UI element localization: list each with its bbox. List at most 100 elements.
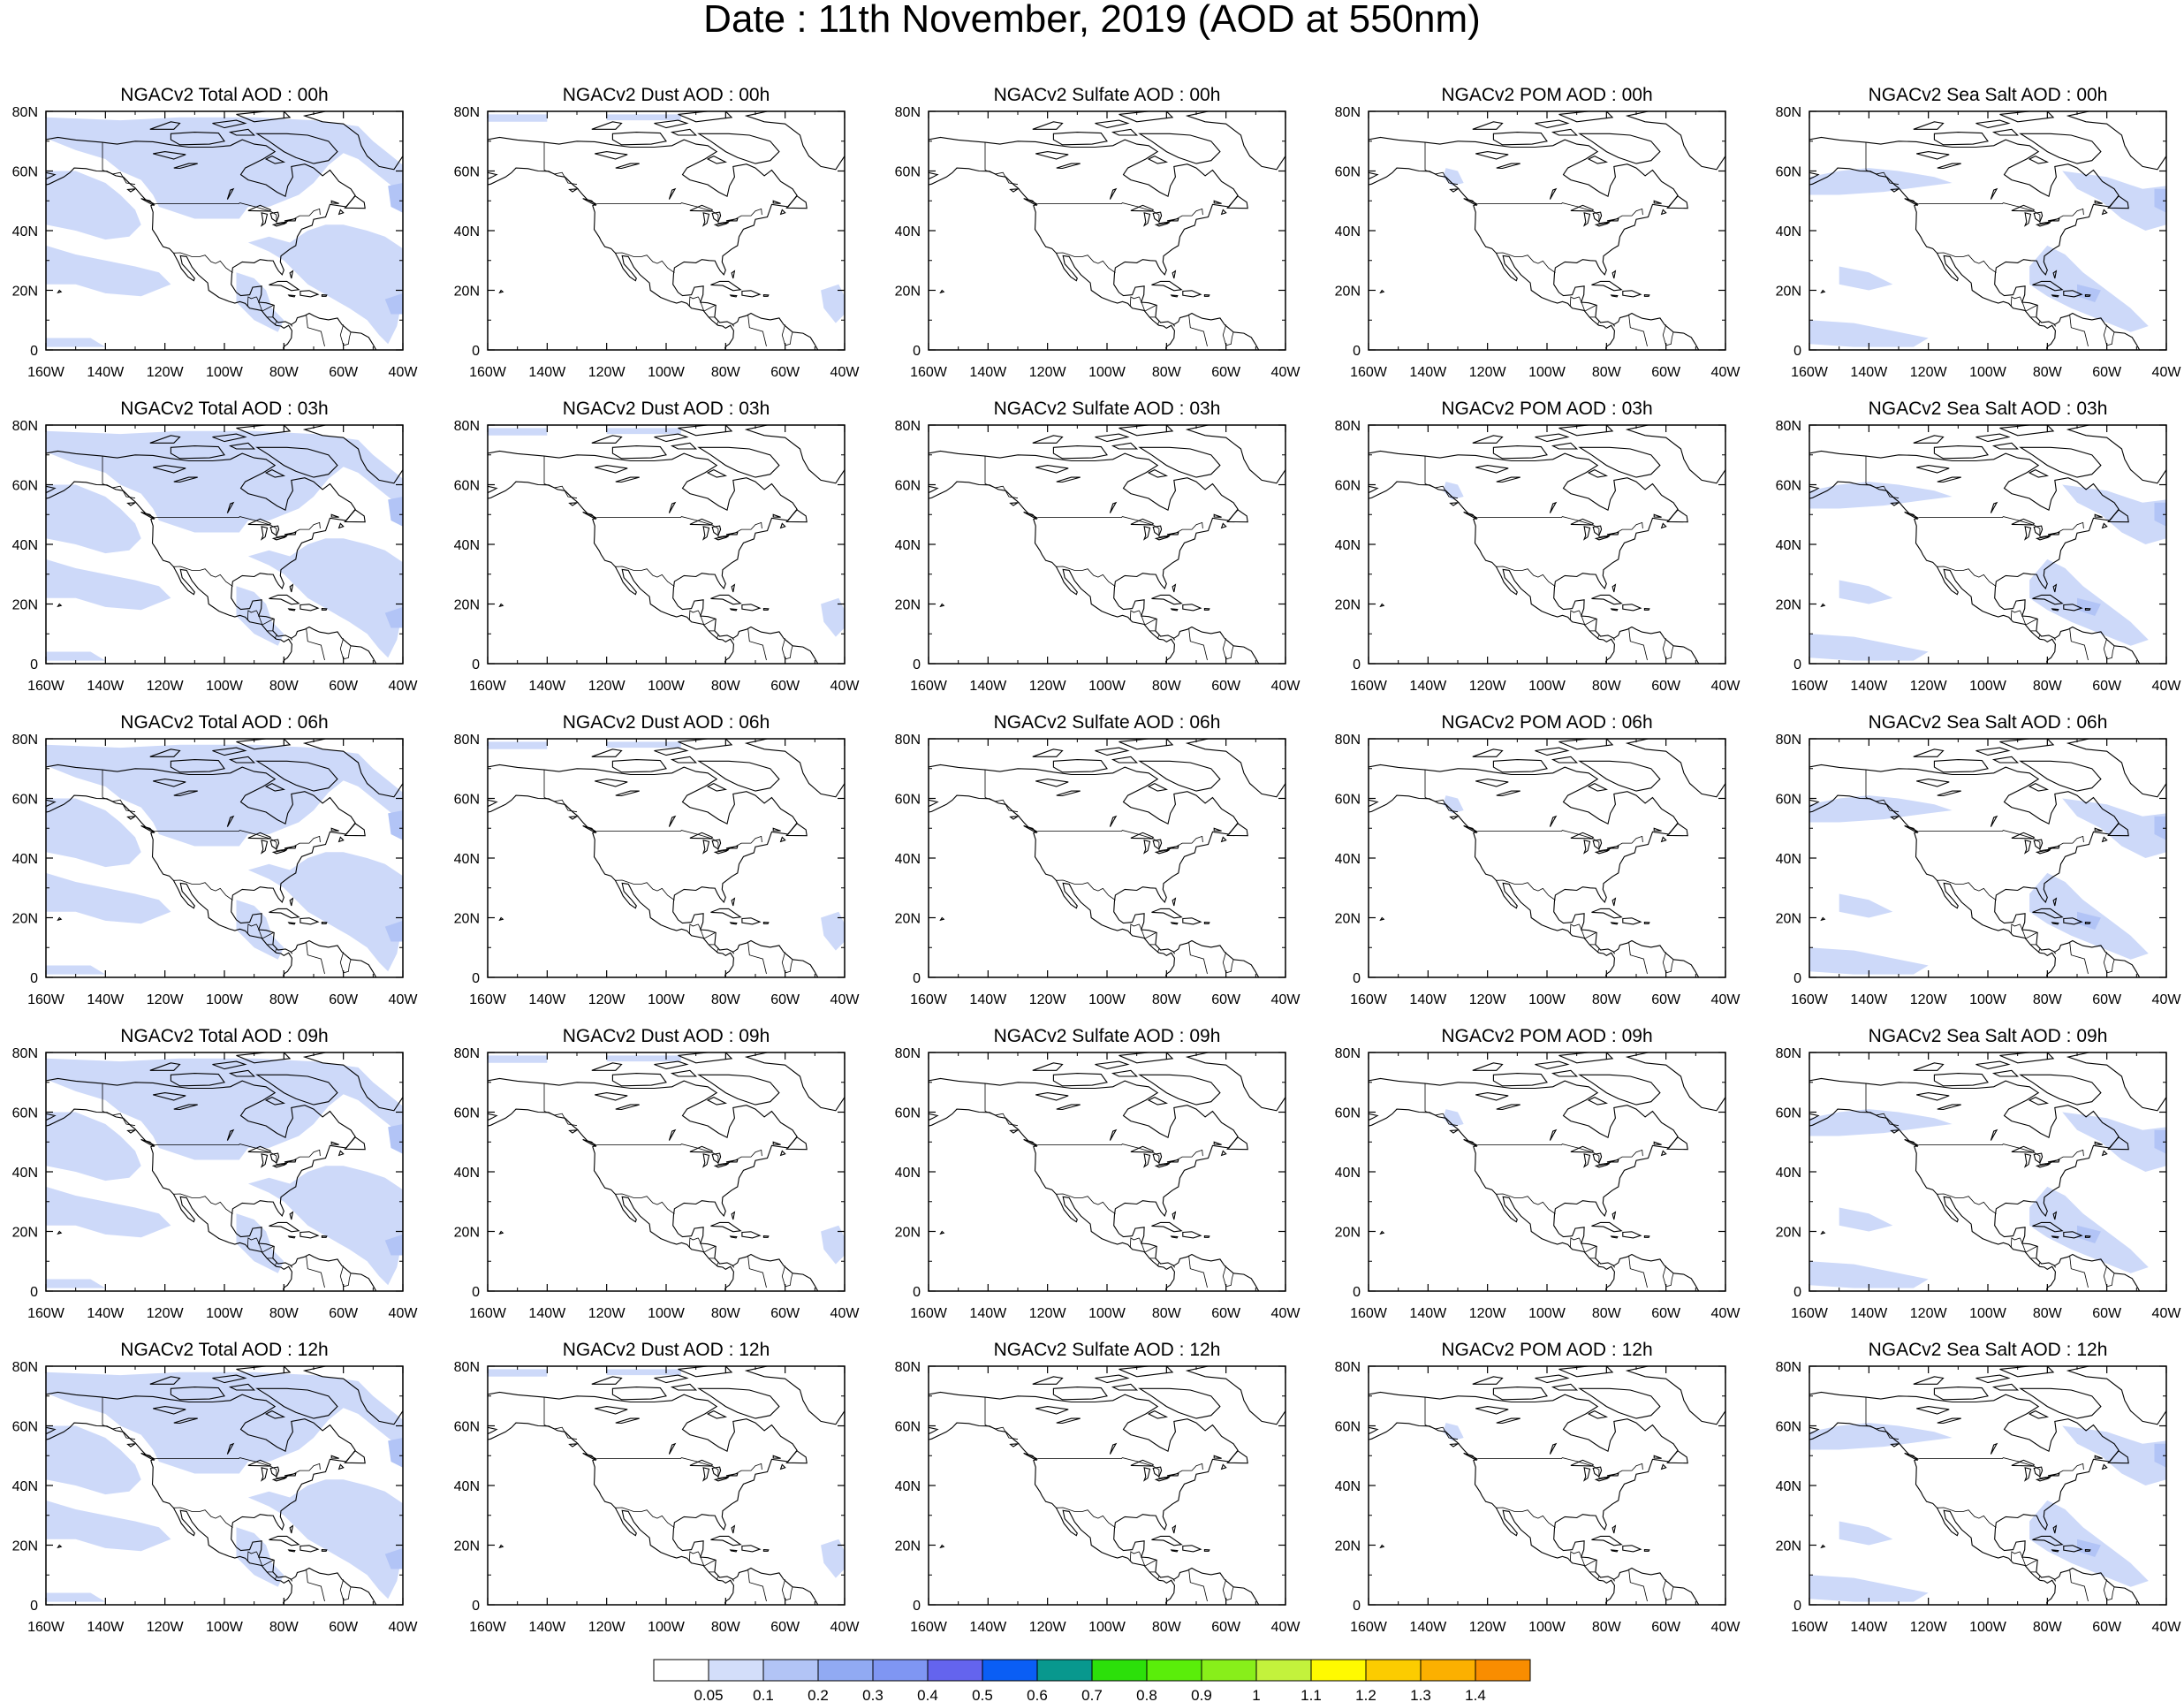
- panel-title: NGACv2 Sea Salt AOD : 03h: [1869, 399, 2108, 419]
- coastlines: [929, 111, 1285, 350]
- coastline: [670, 442, 698, 450]
- coastline: [1170, 1549, 1179, 1553]
- coastline: [247, 1145, 271, 1153]
- aod-shaded-region: [46, 651, 106, 661]
- aod-shaded-region: [1839, 1207, 1893, 1232]
- lon-tick-label: 140W: [1409, 1620, 1447, 1635]
- coastline: [1472, 748, 1504, 757]
- coastline: [2011, 204, 2035, 212]
- coastline: [255, 760, 338, 792]
- coastline: [126, 1443, 136, 1447]
- coastline: [1203, 922, 1210, 924]
- aod-shaded-region: [388, 810, 403, 840]
- political-border: [1037, 516, 1203, 538]
- political-border: [1612, 1578, 1616, 1582]
- political-border: [1628, 1569, 1648, 1602]
- colorbar-label: 0.4: [917, 1687, 938, 1702]
- coastline: [289, 897, 294, 907]
- colorbar-box: [1255, 1659, 1312, 1682]
- coastline: [488, 1391, 819, 1605]
- lat-tick-label: 40N: [895, 1479, 921, 1494]
- coastline: [269, 211, 280, 223]
- coastline: [1213, 200, 1222, 204]
- lon-tick-label: 40W: [2152, 992, 2182, 1007]
- coastline: [2052, 1211, 2058, 1220]
- aod-shaded-region: [384, 920, 403, 942]
- lat-tick-label: 60N: [1776, 479, 1801, 494]
- lon-tick-label: 60W: [1211, 679, 1241, 694]
- coastlines: [488, 425, 845, 664]
- coastline: [1111, 756, 1139, 764]
- coastline: [731, 270, 736, 279]
- coastline: [1032, 748, 1064, 757]
- coastline: [1147, 155, 1169, 164]
- coastline: [1933, 445, 1989, 460]
- coastline: [762, 608, 770, 611]
- coastline: [498, 1230, 504, 1235]
- coastline: [1369, 136, 1700, 350]
- coastline: [260, 1153, 269, 1168]
- aod-shaded-region: [1839, 266, 1893, 291]
- coastline: [2084, 1549, 2091, 1552]
- lat-tick-label: 0: [913, 1285, 921, 1300]
- coastline: [247, 204, 271, 212]
- map-panel: 80N 60N 40N 20N 0 160W 140W 120W 100W 80W 60W 40W NG…: [1776, 399, 2182, 694]
- coastline: [2052, 270, 2058, 279]
- aod-shading: [488, 428, 845, 637]
- political-border: [688, 923, 699, 935]
- lon-tick-label: 100W: [1969, 992, 2007, 1007]
- political-border: [1865, 1111, 1900, 1127]
- coastline: [2066, 1052, 2166, 1112]
- lon-tick-label: 120W: [1029, 1620, 1067, 1635]
- panel-title: NGACv2 Sulfate AOD : 00h: [994, 85, 1221, 105]
- political-border: [2037, 634, 2041, 640]
- lat-tick-label: 0: [30, 657, 38, 672]
- coastline: [1142, 212, 1151, 227]
- political-border: [1222, 1265, 1234, 1288]
- aod-shaded-region: [606, 741, 681, 748]
- coastline: [2094, 513, 2103, 518]
- coastlines: [46, 1366, 403, 1605]
- political-border: [732, 1265, 735, 1268]
- aod-shaded-region: [1809, 1109, 1953, 1136]
- coastline: [46, 450, 377, 664]
- aod-shaded-region: [606, 1055, 681, 1062]
- coastline: [595, 465, 628, 474]
- colorbar-box: [1201, 1659, 1257, 1682]
- coastline: [1549, 815, 1558, 827]
- panel-title: NGACv2 Sulfate AOD : 12h: [994, 1340, 1221, 1360]
- coastline: [1147, 782, 1169, 792]
- aod-shaded-region: [46, 245, 171, 297]
- coastline: [2052, 583, 2058, 593]
- lat-tick-label: 20N: [895, 1539, 921, 1554]
- coastline: [611, 759, 667, 773]
- map-panel: 80N 60N 40N 20N 0 160W 140W 120W 100W 80W 60W 40W NG…: [895, 1340, 1301, 1635]
- lon-tick-label: 120W: [1469, 1620, 1507, 1635]
- political-border: [1596, 1262, 1600, 1267]
- coastline: [1023, 198, 1037, 207]
- coastline: [269, 525, 280, 536]
- lon-tick-label: 40W: [1271, 1306, 1301, 1321]
- political-border: [339, 1579, 352, 1601]
- coastline: [2052, 1524, 2058, 1534]
- lat-tick-label: 40N: [1335, 1166, 1361, 1181]
- coastline: [212, 433, 247, 443]
- coastline: [1147, 1409, 1169, 1419]
- aod-shaded-region: [488, 428, 548, 436]
- aod-shading: [488, 114, 845, 323]
- coastlines: [929, 1052, 1285, 1291]
- aod-shading: [488, 1055, 845, 1265]
- coastline: [701, 840, 710, 855]
- coastline: [337, 209, 345, 216]
- coastline: [1170, 1235, 1179, 1239]
- coastline: [287, 294, 296, 298]
- political-border: [1579, 296, 1596, 312]
- political-border: [339, 324, 352, 346]
- aod-shaded-region: [388, 497, 403, 527]
- coastline: [1820, 1230, 1826, 1235]
- lon-tick-label: 80W: [1152, 1620, 1182, 1635]
- aod-shaded-region: [606, 428, 681, 435]
- political-border: [1037, 202, 1203, 224]
- lon-tick-label: 120W: [147, 679, 185, 694]
